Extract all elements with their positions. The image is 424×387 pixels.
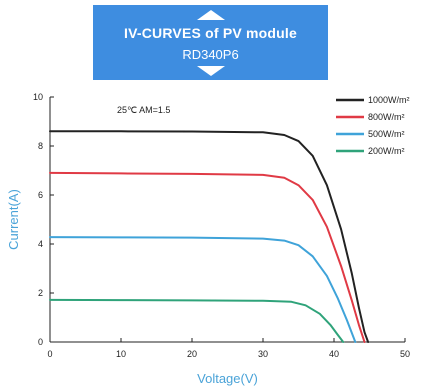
y-tick-label: 4 (38, 239, 43, 249)
series-line (49, 236, 357, 343)
legend-label: 1000W/m² (368, 95, 410, 105)
legend-label: 500W/m² (368, 129, 405, 139)
series-line (49, 171, 366, 343)
x-tick-label: 30 (258, 349, 268, 359)
series-line (49, 130, 370, 343)
triangle-up-icon (196, 10, 225, 20)
y-axis-title: Current(A) (6, 189, 21, 250)
x-tick-label: 40 (329, 349, 339, 359)
y-tick-label: 6 (38, 190, 43, 200)
y-tick-label: 10 (33, 92, 43, 102)
triangle-down-icon (196, 66, 225, 76)
model-subtitle: RD340P6 (182, 47, 239, 62)
x-tick-label: 10 (116, 349, 126, 359)
x-tick-label: 20 (187, 349, 197, 359)
y-tick-label: 0 (38, 337, 43, 347)
chart-title: IV-CURVES of PV module (124, 25, 297, 41)
legend-label: 800W/m² (368, 112, 405, 122)
y-tick-label: 8 (38, 141, 43, 151)
legend-label: 200W/m² (368, 146, 405, 156)
series-line (49, 298, 345, 343)
conditions-annotation: 25℃ AM=1.5 (117, 105, 170, 115)
y-tick-label: 2 (38, 288, 43, 298)
x-tick-label: 50 (400, 349, 410, 359)
x-axis-title: Voltage(V) (197, 371, 258, 386)
x-tick-label: 0 (47, 349, 52, 359)
title-banner: IV-CURVES of PV module RD340P6 (93, 5, 328, 80)
